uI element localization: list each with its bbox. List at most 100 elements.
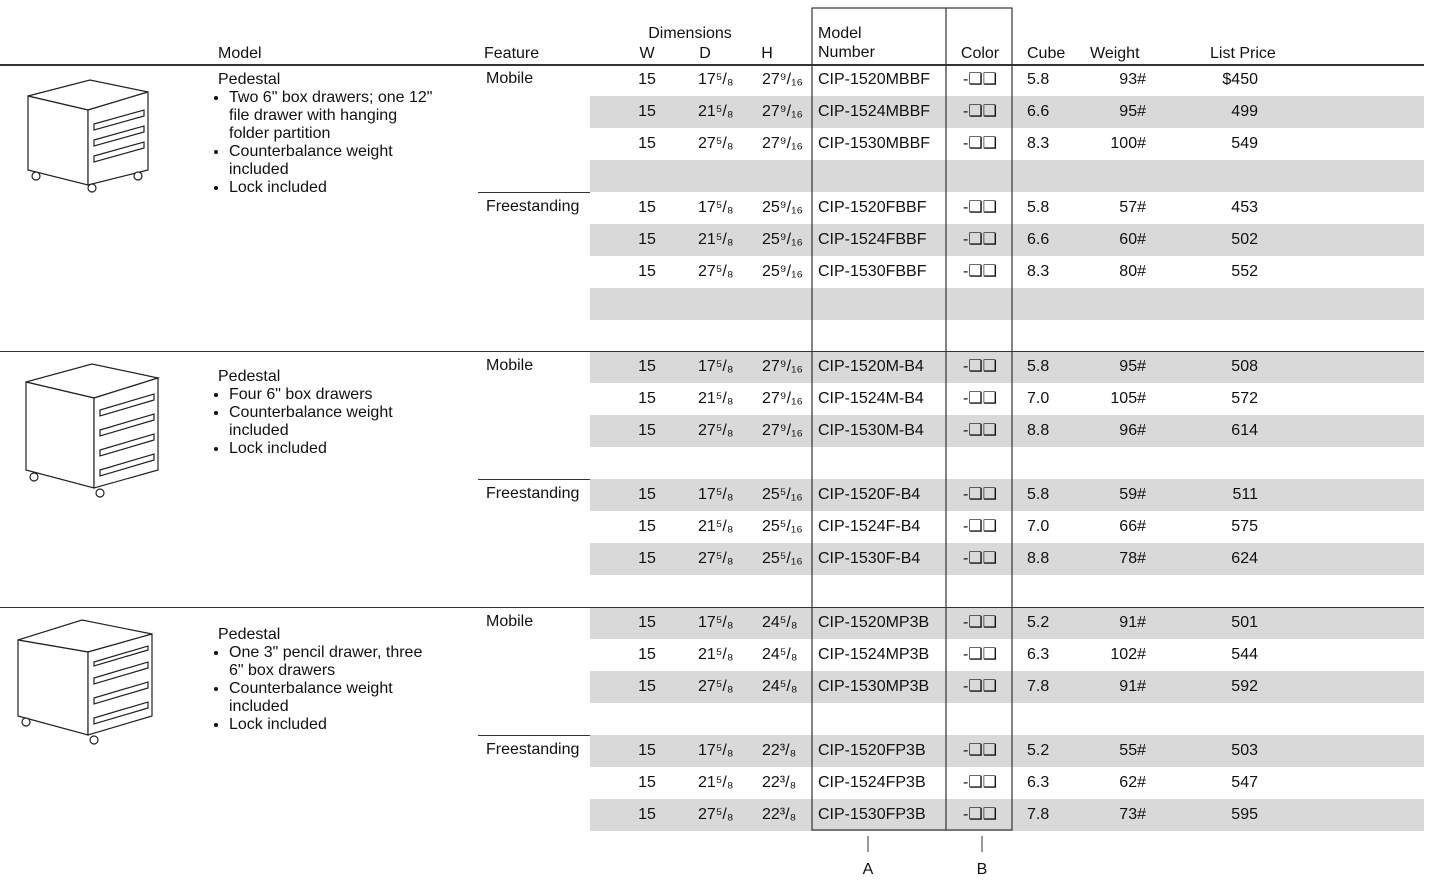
cell: -❑❑ — [962, 390, 998, 407]
cell: 27⁵/₈ — [698, 263, 734, 280]
cell: 511 — [1232, 486, 1258, 503]
cell: 93# — [1119, 71, 1146, 88]
cell: 15 — [638, 614, 656, 631]
group-rule — [0, 607, 1424, 608]
cell: -❑❑ — [962, 806, 998, 823]
cell: 15 — [638, 806, 656, 823]
cell: -❑❑ — [962, 742, 998, 759]
cell: 21⁵/₈ — [698, 103, 734, 120]
header-rule — [0, 64, 1424, 66]
group-rule — [0, 351, 1424, 352]
cell: 15 — [638, 646, 656, 663]
cell: 6.3 — [1027, 774, 1050, 791]
product-title: Pedestal — [218, 626, 281, 643]
cell: 25⁹/₁₆ — [762, 263, 803, 280]
row-shade — [590, 160, 1424, 192]
cell: 572 — [1231, 390, 1258, 407]
cell: 27⁵/₈ — [698, 550, 734, 567]
cell: 7.0 — [1027, 390, 1050, 407]
cell: 15 — [638, 774, 656, 791]
cell: $450 — [1222, 71, 1258, 88]
cell: 547 — [1231, 774, 1258, 791]
feature-rule — [478, 192, 590, 193]
cell: -❑❑ — [962, 103, 998, 120]
feature-list: Four 6" box drawersCounterbalance weight… — [218, 386, 393, 458]
cell: 59# — [1119, 486, 1146, 503]
cell: 21⁵/₈ — [698, 518, 734, 535]
cell: 6.3 — [1027, 646, 1050, 663]
cell: 17⁵/₈ — [698, 358, 734, 375]
cell: 7.8 — [1027, 678, 1050, 695]
cell: CIP-1524M-B4 — [818, 390, 924, 407]
cell: CIP-1520F-B4 — [818, 486, 921, 503]
cell: 27⁹/₁₆ — [762, 71, 803, 88]
cell: 453 — [1231, 199, 1258, 216]
bullet-line: Four 6" box drawers — [229, 386, 373, 403]
bullet-line: Counterbalance weight — [229, 680, 393, 697]
cell: 15 — [638, 231, 656, 248]
cell: 544 — [1231, 646, 1258, 663]
cell: 27⁹/₁₆ — [762, 422, 803, 439]
cell: 17⁵/₈ — [698, 199, 734, 216]
cell: 80# — [1119, 263, 1146, 280]
bullet-line: included — [229, 422, 289, 439]
cell: 100# — [1110, 135, 1146, 152]
product-title: Pedestal — [218, 368, 281, 385]
cell: 6.6 — [1027, 231, 1050, 248]
bullet-line: included — [229, 698, 289, 715]
cell: 501 — [1231, 614, 1258, 631]
cell: -❑❑ — [962, 231, 998, 248]
cell: 21⁵/₈ — [698, 774, 734, 791]
callout-label: B — [976, 861, 988, 878]
cabinet-3 — [17, 619, 153, 745]
cell: 21⁵/₈ — [698, 646, 734, 663]
header-cell: Number — [818, 44, 875, 61]
cell: CIP-1520M-B4 — [818, 358, 924, 375]
cell: 552 — [1231, 263, 1258, 280]
cell: 15 — [638, 486, 656, 503]
bullet-line: Counterbalance weight — [229, 404, 393, 421]
cell: CIP-1530F-B4 — [818, 550, 921, 567]
cell: -❑❑ — [962, 358, 998, 375]
cell: 25⁹/₁₆ — [762, 199, 803, 216]
cell: 5.8 — [1027, 358, 1050, 375]
cell: 105# — [1110, 390, 1146, 407]
cell: -❑❑ — [962, 518, 998, 535]
cell: 27⁹/₁₆ — [762, 103, 803, 120]
cell: -❑❑ — [962, 646, 998, 663]
cell: 27⁹/₁₆ — [762, 358, 803, 375]
cell: 5.2 — [1027, 614, 1050, 631]
cell: 22³/₈ — [762, 806, 797, 823]
cell: CIP-1530FBBF — [818, 263, 927, 280]
cell: 7.0 — [1027, 518, 1050, 535]
cell: CIP-1520MBBF — [818, 71, 931, 88]
feature-rule — [478, 735, 590, 736]
cell: 5.8 — [1027, 199, 1050, 216]
cell: 549 — [1231, 135, 1258, 152]
feature-bullet: Lock included — [229, 179, 432, 197]
cell: 102# — [1110, 646, 1146, 663]
cell: 95# — [1119, 103, 1146, 120]
cell: 27⁵/₈ — [698, 678, 734, 695]
cell: 624 — [1231, 550, 1258, 567]
cell: CIP-1520MP3B — [818, 614, 930, 631]
feature-bullet: Lock included — [229, 716, 422, 734]
bullet-line: Two 6" box drawers; one 12" — [229, 89, 433, 106]
feature-bullet: Four 6" box drawers — [229, 386, 393, 404]
cell: 15 — [638, 71, 656, 88]
header-cell: List Price — [1210, 45, 1276, 62]
cell: 66# — [1119, 518, 1146, 535]
cell: 57# — [1119, 199, 1146, 216]
cell: CIP-1520FBBF — [818, 199, 927, 216]
cell: 17⁵/₈ — [698, 71, 734, 88]
header-cell: Feature — [484, 45, 540, 62]
cell: 15 — [638, 358, 656, 375]
callout-label: A — [862, 861, 874, 878]
cell: 8.8 — [1027, 550, 1050, 567]
cell: 592 — [1231, 678, 1258, 695]
cell: 22³/₈ — [762, 742, 797, 759]
cell: 5.8 — [1027, 71, 1050, 88]
cell: CIP-1524MBBF — [818, 103, 931, 120]
